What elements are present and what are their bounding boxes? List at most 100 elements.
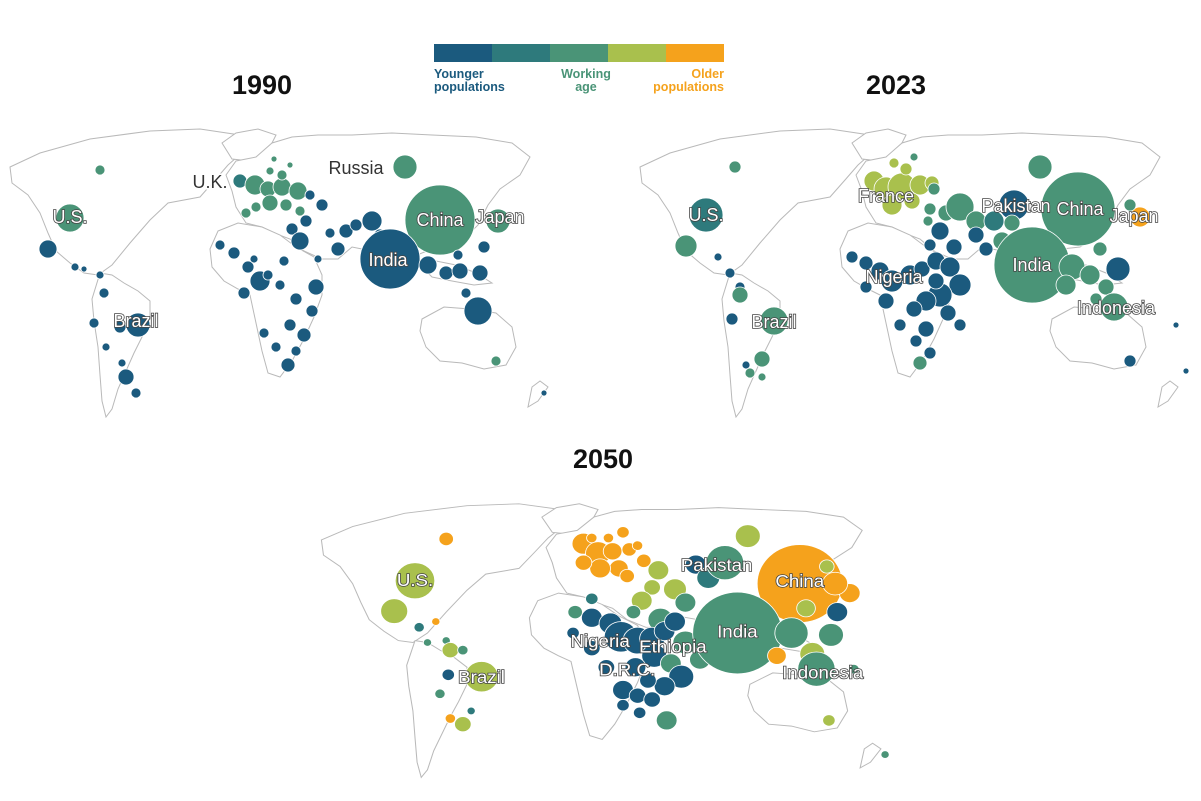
country-label: Indonesia [782, 663, 863, 682]
country-population-bubble [713, 252, 723, 262]
country-population-bubble [125, 312, 151, 338]
country-population-bubble [101, 342, 111, 352]
country-population-bubble [631, 540, 644, 551]
country-population-bubble [117, 358, 127, 368]
country-population-bubble [909, 334, 923, 348]
country-population-bubble [280, 357, 296, 373]
country-label: U.K. [192, 172, 227, 192]
country-population-bubble [279, 198, 293, 212]
country-population-bubble [636, 553, 652, 568]
country-population-bubble [1182, 367, 1190, 375]
country-label: U.S. [688, 205, 723, 225]
country-population-bubble [451, 262, 469, 280]
country-population-bubble [930, 221, 950, 241]
country-population-bubble [1027, 154, 1053, 180]
landmass-outline [406, 640, 468, 779]
color-legend: Younger populations Working age Older po… [434, 44, 724, 104]
country-population-bubble [274, 279, 286, 291]
country-population-bubble [917, 320, 935, 338]
country-population-bubble [540, 389, 548, 397]
country-population-bubble [923, 202, 937, 216]
country-population-bubble [270, 341, 282, 353]
country-population-bubble [307, 278, 325, 296]
country-population-bubble [250, 201, 262, 213]
country-population-bubble [899, 162, 913, 176]
country-population-bubble [923, 238, 937, 252]
legend-label-younger: Younger populations [434, 68, 505, 94]
country-population-bubble [818, 623, 844, 647]
country-label: D.R.C. [599, 660, 655, 679]
country-population-bubble [444, 713, 456, 724]
country-population-bubble [1123, 198, 1137, 212]
country-population-bubble [392, 154, 418, 180]
country-population-bubble [477, 240, 491, 254]
country-population-bubble [888, 157, 900, 169]
country-population-bubble [422, 638, 433, 647]
country-population-bubble [858, 255, 874, 271]
country-population-bubble [822, 571, 849, 596]
legend-swatch-younger-mid [492, 44, 550, 62]
world-map-2023: U.S. France Pakistan China Japan Nigeria India… [639, 128, 1190, 419]
legend-working-line2: age [575, 80, 597, 94]
country-population-bubble [574, 554, 593, 571]
country-population-bubble [240, 207, 252, 219]
country-population-bubble [265, 166, 275, 176]
country-population-bubble [859, 280, 873, 294]
country-population-bubble [471, 264, 489, 282]
country-label: China [416, 210, 464, 230]
country-population-bubble [285, 222, 299, 236]
country-label: Brazil [751, 312, 796, 332]
country-population-bubble [923, 346, 937, 360]
country-population-bubble [394, 562, 436, 600]
country-population-bubble [278, 255, 290, 267]
legend-swatch-older [666, 44, 724, 62]
country-population-bubble [361, 210, 383, 232]
country-population-bubble [725, 312, 739, 326]
country-population-bubble [1089, 292, 1103, 306]
country-population-bubble [945, 238, 963, 256]
landmass-outline [320, 503, 567, 643]
country-population-bubble [404, 184, 476, 256]
country-population-bubble [757, 372, 767, 382]
country-population-bubble [643, 579, 661, 596]
country-population-bubble [913, 260, 931, 278]
country-population-bubble [848, 663, 860, 675]
country-population-bubble [270, 155, 278, 163]
country-population-bubble [668, 664, 695, 689]
country-population-bubble [1123, 354, 1137, 368]
country-population-bubble [630, 590, 653, 611]
country-population-bubble [643, 691, 661, 708]
country-population-bubble [1003, 214, 1021, 232]
country-population-bubble [939, 304, 957, 322]
country-population-bubble [586, 532, 598, 544]
country-population-bubble [744, 367, 756, 379]
country-population-bubble [948, 273, 972, 297]
country-population-bubble [315, 198, 329, 212]
country-population-bubble [283, 318, 297, 332]
country-population-bubble [441, 642, 460, 659]
landmass-outline [9, 128, 246, 276]
country-population-bubble [589, 558, 611, 579]
country-label: Japan [1109, 206, 1158, 226]
country-population-bubble [877, 292, 895, 310]
country-population-bubble [767, 646, 787, 665]
country-population-bubble [741, 360, 751, 370]
country-population-bubble [359, 228, 421, 290]
country-population-bubble [624, 657, 647, 678]
country-population-bubble [88, 317, 100, 329]
landmass-outline [859, 742, 882, 769]
country-population-bubble [94, 164, 106, 176]
country-population-bubble [313, 254, 323, 264]
country-population-bubble [70, 262, 80, 272]
country-population-bubble [452, 249, 464, 261]
country-population-bubble [664, 611, 686, 632]
country-population-bubble [927, 182, 941, 196]
country-population-bubble [602, 532, 615, 544]
country-population-bubble [909, 152, 919, 162]
country-label: India [717, 622, 758, 641]
country-population-bubble [290, 345, 302, 357]
country-population-bubble [822, 714, 836, 727]
country-label: Pakistan [981, 196, 1050, 216]
country-population-bubble [625, 605, 642, 620]
country-label: Nigeria [865, 267, 923, 287]
